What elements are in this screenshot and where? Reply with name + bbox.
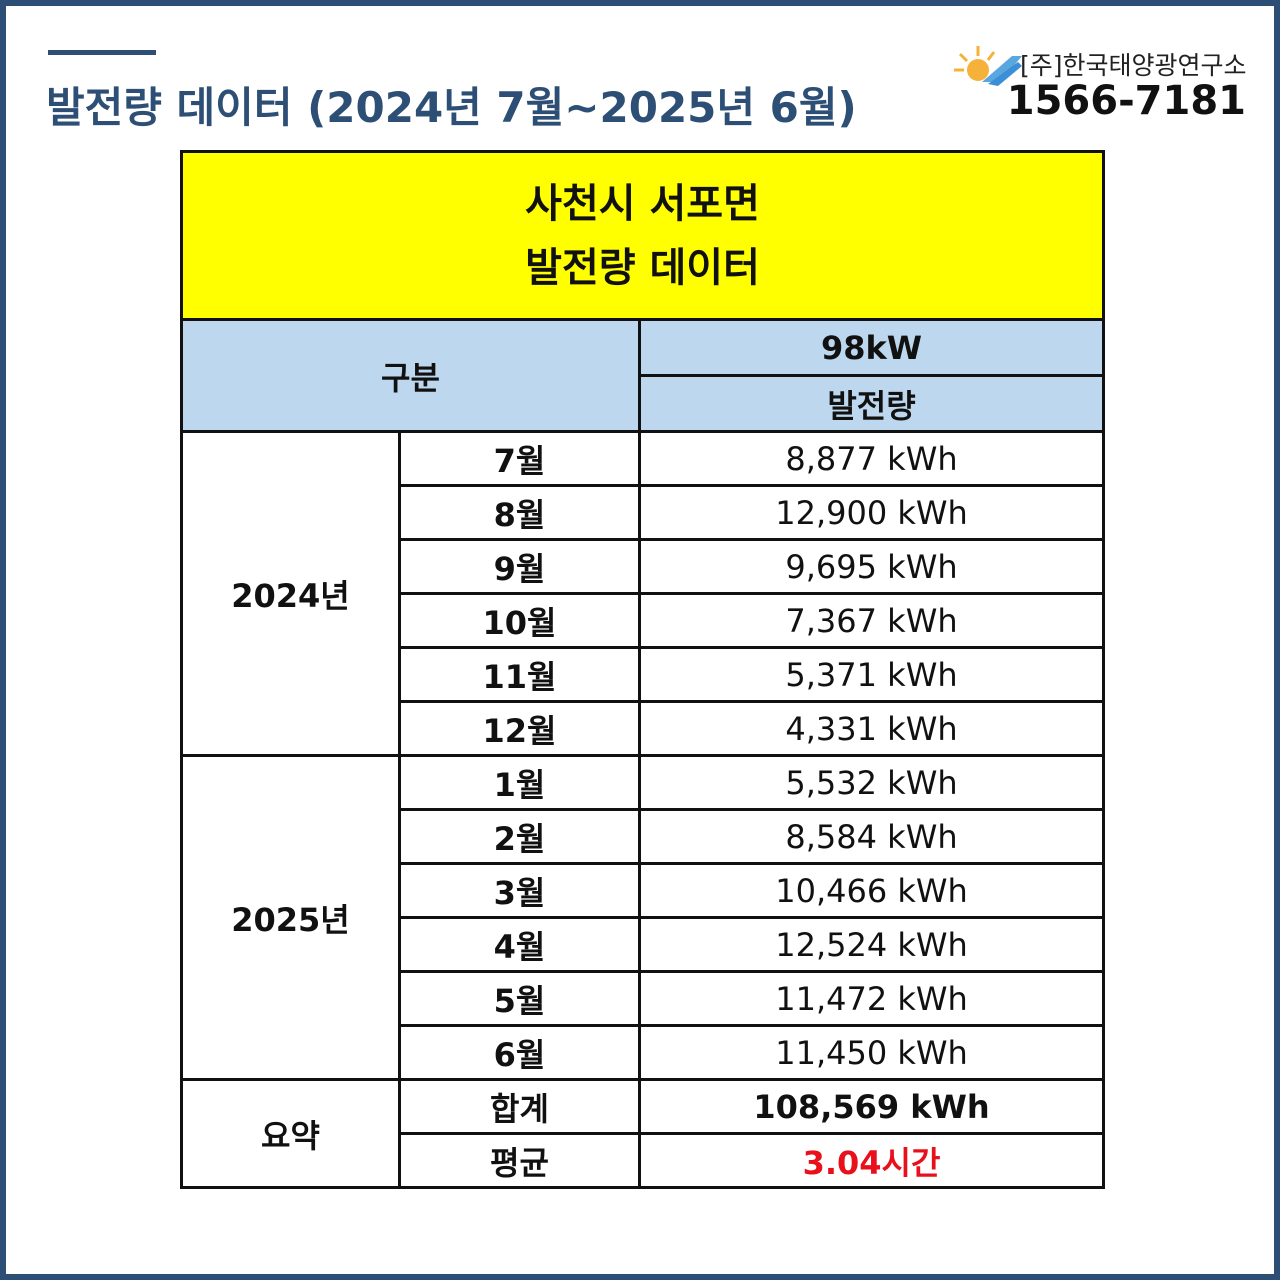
row-value: 8,584 kWh: [637, 808, 1106, 865]
row-label: 2월: [398, 808, 641, 865]
row-value: 108,569 kWh: [637, 1078, 1106, 1135]
row-value: 3.04시간: [637, 1132, 1106, 1189]
header-cell: 발전량: [637, 374, 1106, 433]
data-row: 9월 9,695 kWh: [182, 538, 1106, 595]
data-row: 3월 10,466 kWh: [182, 862, 1106, 919]
data-row: 5월 11,472 kWh: [182, 970, 1106, 1027]
row-value: 11,450 kWh: [637, 1024, 1106, 1081]
data-row: 2025년 1월 5,532 kWh: [180, 754, 1106, 1081]
row-label: 합계: [398, 1078, 641, 1135]
table-title-line: 발전량 데이터: [525, 244, 760, 291]
page-title: 발전량 데이터 (2024년 7월~2025년 6월): [46, 83, 857, 132]
row-label: 10월: [398, 592, 641, 649]
row-value: 7,367 kWh: [637, 592, 1106, 649]
data-row: 12월 4,331 kWh: [182, 700, 1106, 757]
data-row: 2월 8,584 kWh: [182, 808, 1106, 865]
data-row: 8월 12,900 kWh: [182, 484, 1106, 541]
title-rule: [48, 50, 156, 55]
row-label: 3월: [398, 862, 641, 919]
row-label: 7월: [398, 430, 641, 487]
row-label: 8월: [398, 484, 641, 541]
row-value: 12,900 kWh: [637, 484, 1106, 541]
data-row: 4월 12,524 kWh: [182, 916, 1106, 973]
row-value: 10,466 kWh: [637, 862, 1106, 919]
data-row: 요약 합계 108,569 kWh: [180, 1078, 1106, 1189]
row-label: 9월: [398, 538, 641, 595]
row-value: 5,532 kWh: [637, 754, 1106, 811]
header-cell: 구분: [180, 318, 641, 433]
row-label: 5월: [398, 970, 641, 1027]
logo: [954, 46, 1022, 86]
group-label: 2025년: [180, 754, 401, 1081]
table-body: 사천시 서포면 발전량 데이터 구분 98kW 발전량 2024년 7월 8,877…: [179, 150, 1106, 1189]
row-label: 12월: [398, 700, 641, 757]
table-title-line: 사천시 서포면: [525, 180, 760, 227]
data-row: 11월 5,371 kWh: [182, 646, 1106, 703]
table-title: 사천시 서포면 발전량 데이터: [179, 150, 1106, 321]
data-row: 10월 7,367 kWh: [182, 592, 1106, 649]
row-label: 11월: [398, 646, 641, 703]
row-value: 4,331 kWh: [637, 700, 1106, 757]
row-label: 6월: [398, 1024, 641, 1081]
header-row: 발전량: [182, 374, 1106, 433]
phone-number: 1566-7181: [1006, 78, 1246, 124]
group-label: 요약: [180, 1078, 401, 1189]
data-table: 사천시 서포면 발전량 데이터 구분 98kW 발전량 2024년 7월 8,877…: [179, 150, 1106, 1189]
row-label: 평균: [398, 1132, 641, 1189]
data-row: 2024년 7월 8,877 kWh: [180, 430, 1106, 757]
row-value: 12,524 kWh: [637, 916, 1106, 973]
row-value: 11,472 kWh: [637, 970, 1106, 1027]
header-row: 구분 98kW: [180, 318, 1106, 433]
group-label: 2024년: [180, 430, 401, 757]
data-row: 6월 11,450 kWh: [182, 1024, 1106, 1081]
row-value: 5,371 kWh: [637, 646, 1106, 703]
row-label: 1월: [398, 754, 641, 811]
company-name: [주]한국태양광연구소: [1020, 51, 1247, 80]
title-row: 사천시 서포면 발전량 데이터: [179, 150, 1106, 321]
row-value: 8,877 kWh: [637, 430, 1106, 487]
data-row: 평균 3.04시간: [182, 1132, 1106, 1189]
row-value: 9,695 kWh: [637, 538, 1106, 595]
header-cell: 98kW: [637, 318, 1106, 377]
row-label: 4월: [398, 916, 641, 973]
